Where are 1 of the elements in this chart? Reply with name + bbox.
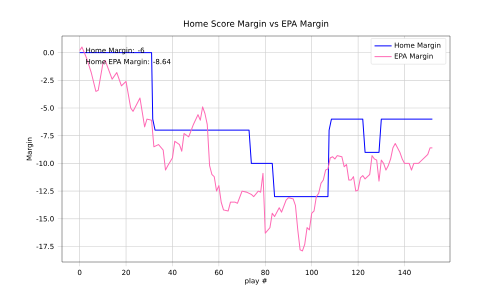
- chart-title: Home Score Margin vs EPA Margin: [184, 20, 328, 28]
